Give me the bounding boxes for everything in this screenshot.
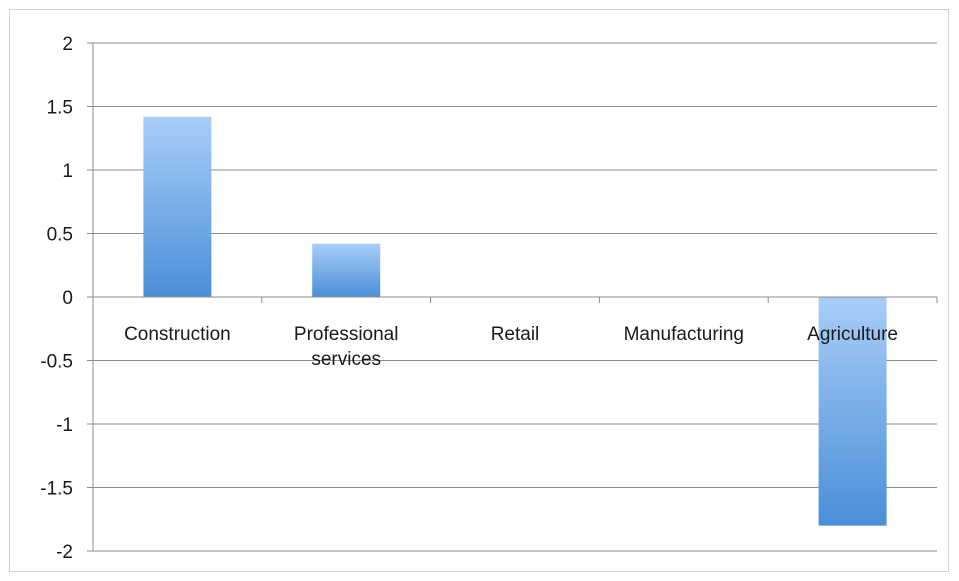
- bar: [143, 116, 212, 297]
- x-axis: [92, 43, 938, 551]
- bar: [818, 297, 887, 526]
- category-labels: Construction Professional services Retail Ma…: [124, 324, 898, 370]
- category-label: Agriculture: [807, 324, 898, 345]
- category-label: Professional services: [294, 324, 399, 370]
- y-tick-label: -0.5: [40, 352, 73, 373]
- bar: [312, 243, 381, 297]
- y-tick-label: -1: [56, 415, 73, 436]
- y-tick-label: 1.5: [47, 98, 73, 119]
- y-tick-label: -2: [56, 542, 73, 563]
- bars: [143, 116, 887, 526]
- category-label: Retail: [491, 324, 540, 345]
- y-axis-tick-labels: 2 1.5 1 0.5 0 -0.5 -1 -1.5 -2: [40, 34, 73, 563]
- y-tick-label: 2: [62, 34, 73, 55]
- y-tick-label: 0.5: [47, 225, 73, 246]
- y-tick-label: -1.5: [40, 479, 73, 500]
- category-label: Construction: [124, 324, 231, 345]
- category-label: Manufacturing: [624, 324, 744, 345]
- y-tick-label: 1: [62, 161, 73, 182]
- y-tick-label: 0: [62, 288, 73, 309]
